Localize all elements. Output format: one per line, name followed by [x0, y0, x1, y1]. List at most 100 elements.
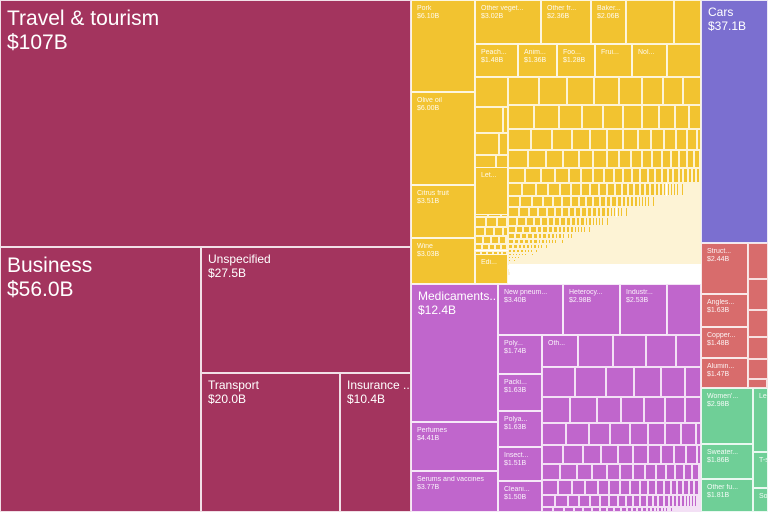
treemap-tile[interactable]: Let...	[475, 167, 508, 215]
treemap-tile-unlabeled[interactable]	[692, 207, 695, 218]
treemap-tile-unlabeled[interactable]	[562, 149, 579, 168]
treemap-tile-unlabeled[interactable]	[596, 397, 622, 423]
treemap-tile-unlabeled[interactable]	[586, 196, 594, 208]
treemap-tile-unlabeled[interactable]	[528, 207, 538, 218]
treemap-tile-unlabeled[interactable]	[696, 207, 699, 218]
treemap-tile-unlabeled[interactable]	[632, 207, 635, 218]
treemap-tile-unlabeled[interactable]	[574, 506, 584, 512]
treemap-tile-unlabeled[interactable]	[658, 182, 663, 197]
treemap-tile-unlabeled[interactable]	[644, 464, 656, 481]
treemap-tile-unlabeled[interactable]	[568, 167, 582, 183]
treemap-tile-unlabeled[interactable]	[545, 149, 563, 168]
treemap-tile-unlabeled[interactable]	[661, 167, 668, 183]
treemap-tile-unlabeled[interactable]	[607, 506, 615, 512]
treemap-tile-unlabeled[interactable]	[685, 182, 688, 197]
treemap-tile-unlabeled[interactable]	[674, 444, 686, 465]
treemap-tile-unlabeled[interactable]	[638, 207, 641, 218]
treemap-tile-unlabeled[interactable]	[609, 207, 614, 218]
treemap-tile-unlabeled[interactable]	[524, 167, 541, 183]
treemap-tile-unlabeled[interactable]	[589, 422, 611, 445]
treemap-tile-unlabeled[interactable]	[491, 236, 499, 244]
treemap-tile-unlabeled[interactable]	[613, 335, 646, 367]
treemap-tile[interactable]: Lea...	[753, 388, 768, 452]
treemap-tile-unlabeled[interactable]	[562, 444, 583, 465]
treemap-tile-unlabeled[interactable]	[681, 182, 684, 197]
treemap-tile-unlabeled[interactable]	[645, 335, 677, 367]
treemap-tile-unlabeled[interactable]	[622, 217, 625, 226]
treemap-tile-unlabeled[interactable]	[617, 494, 626, 507]
treemap-tile-unlabeled[interactable]	[663, 77, 684, 105]
treemap-tile-unlabeled[interactable]	[624, 217, 627, 226]
treemap-tile-unlabeled[interactable]	[678, 182, 682, 197]
treemap-tile-unlabeled[interactable]	[666, 207, 669, 218]
treemap-tile[interactable]: Oth...	[542, 335, 578, 367]
treemap-tile-unlabeled[interactable]	[674, 105, 690, 130]
treemap-tile[interactable]: Copper... $1.48B	[701, 327, 748, 358]
treemap-tile-unlabeled[interactable]	[688, 207, 691, 218]
treemap-tile[interactable]: Other fr... $2.36B	[541, 0, 591, 44]
treemap-tile-unlabeled[interactable]	[693, 149, 701, 168]
treemap-tile-unlabeled[interactable]	[679, 196, 682, 208]
treemap-tile-unlabeled[interactable]	[646, 207, 649, 218]
treemap-tile-unlabeled[interactable]	[656, 480, 664, 495]
treemap-tile-unlabeled[interactable]	[662, 207, 665, 218]
treemap-tile-unlabeled[interactable]	[681, 196, 684, 208]
treemap-tile-unlabeled[interactable]	[632, 217, 635, 226]
treemap-tile-unlabeled[interactable]	[484, 227, 495, 237]
treemap-tile-unlabeled[interactable]	[649, 196, 653, 208]
treemap-tile-unlabeled[interactable]	[593, 196, 600, 208]
treemap-tile-unlabeled[interactable]	[610, 422, 630, 445]
treemap-tile[interactable]: Insect... $1.51B	[498, 447, 542, 481]
treemap-tile-unlabeled[interactable]	[592, 167, 604, 183]
treemap-tile-unlabeled[interactable]	[652, 149, 662, 168]
treemap-tile-unlabeled[interactable]	[630, 196, 635, 208]
treemap-tile-unlabeled[interactable]	[673, 182, 676, 197]
treemap-tile-unlabeled[interactable]	[674, 217, 677, 226]
treemap-tile-unlabeled[interactable]	[687, 196, 690, 208]
treemap-tile-unlabeled[interactable]	[689, 182, 692, 197]
treemap-tile-unlabeled[interactable]	[540, 167, 556, 183]
treemap-tile-unlabeled[interactable]	[668, 217, 671, 226]
treemap-tile-unlabeled[interactable]	[475, 132, 500, 155]
treemap-tile-unlabeled[interactable]	[589, 129, 608, 150]
treemap-tile-unlabeled[interactable]	[646, 217, 649, 226]
treemap-tile-unlabeled[interactable]	[748, 379, 767, 388]
treemap-tile-unlabeled[interactable]	[621, 196, 627, 208]
treemap-tile-unlabeled[interactable]	[607, 182, 615, 197]
treemap-tile-unlabeled[interactable]	[578, 196, 587, 208]
treemap-tile-unlabeled[interactable]	[662, 217, 665, 226]
treemap-tile-unlabeled[interactable]	[670, 149, 679, 168]
treemap-tile-unlabeled[interactable]	[575, 367, 606, 397]
treemap-tile-unlabeled[interactable]	[548, 217, 555, 226]
treemap-tile-unlabeled[interactable]	[605, 367, 635, 397]
treemap-tile-unlabeled[interactable]	[697, 182, 700, 197]
treemap-tile-unlabeled[interactable]	[475, 216, 487, 228]
treemap-tile-unlabeled[interactable]	[522, 182, 536, 197]
treemap-tile[interactable]: Olive oil $6.00B	[411, 92, 475, 185]
treemap-tile-unlabeled[interactable]	[656, 207, 659, 218]
treemap-tile[interactable]: Anim... $1.36B	[518, 44, 557, 77]
treemap-tile-unlabeled[interactable]	[675, 464, 684, 481]
treemap-tile-unlabeled[interactable]	[605, 207, 610, 218]
treemap-tile-unlabeled[interactable]	[600, 494, 610, 507]
treemap-tile-unlabeled[interactable]	[609, 494, 618, 507]
treemap-tile-unlabeled[interactable]	[614, 182, 622, 197]
treemap-tile-unlabeled[interactable]	[583, 506, 592, 512]
treemap-tile[interactable]: Packi... $1.63B	[498, 374, 542, 411]
treemap-tile-unlabeled[interactable]	[554, 217, 561, 226]
treemap-tile-unlabeled[interactable]	[685, 397, 701, 423]
treemap-tile-unlabeled[interactable]	[697, 196, 700, 208]
treemap-tile-unlabeled[interactable]	[636, 217, 639, 226]
treemap-tile-unlabeled[interactable]	[594, 77, 619, 105]
treemap-tile-unlabeled[interactable]	[627, 207, 631, 218]
treemap-tile-unlabeled[interactable]	[674, 0, 701, 44]
treemap-tile-unlabeled[interactable]	[683, 196, 686, 208]
treemap-tile-unlabeled[interactable]	[595, 217, 599, 226]
treemap-tile-unlabeled[interactable]	[639, 480, 649, 495]
treemap-tile-unlabeled[interactable]	[658, 207, 661, 218]
treemap-tile[interactable]: Perfumes $4.41B	[411, 422, 498, 471]
treemap-tile-unlabeled[interactable]	[650, 182, 655, 197]
treemap-tile-unlabeled[interactable]	[667, 196, 670, 208]
treemap-tile-unlabeled[interactable]	[654, 207, 657, 218]
treemap-tile-unlabeled[interactable]	[695, 196, 698, 208]
